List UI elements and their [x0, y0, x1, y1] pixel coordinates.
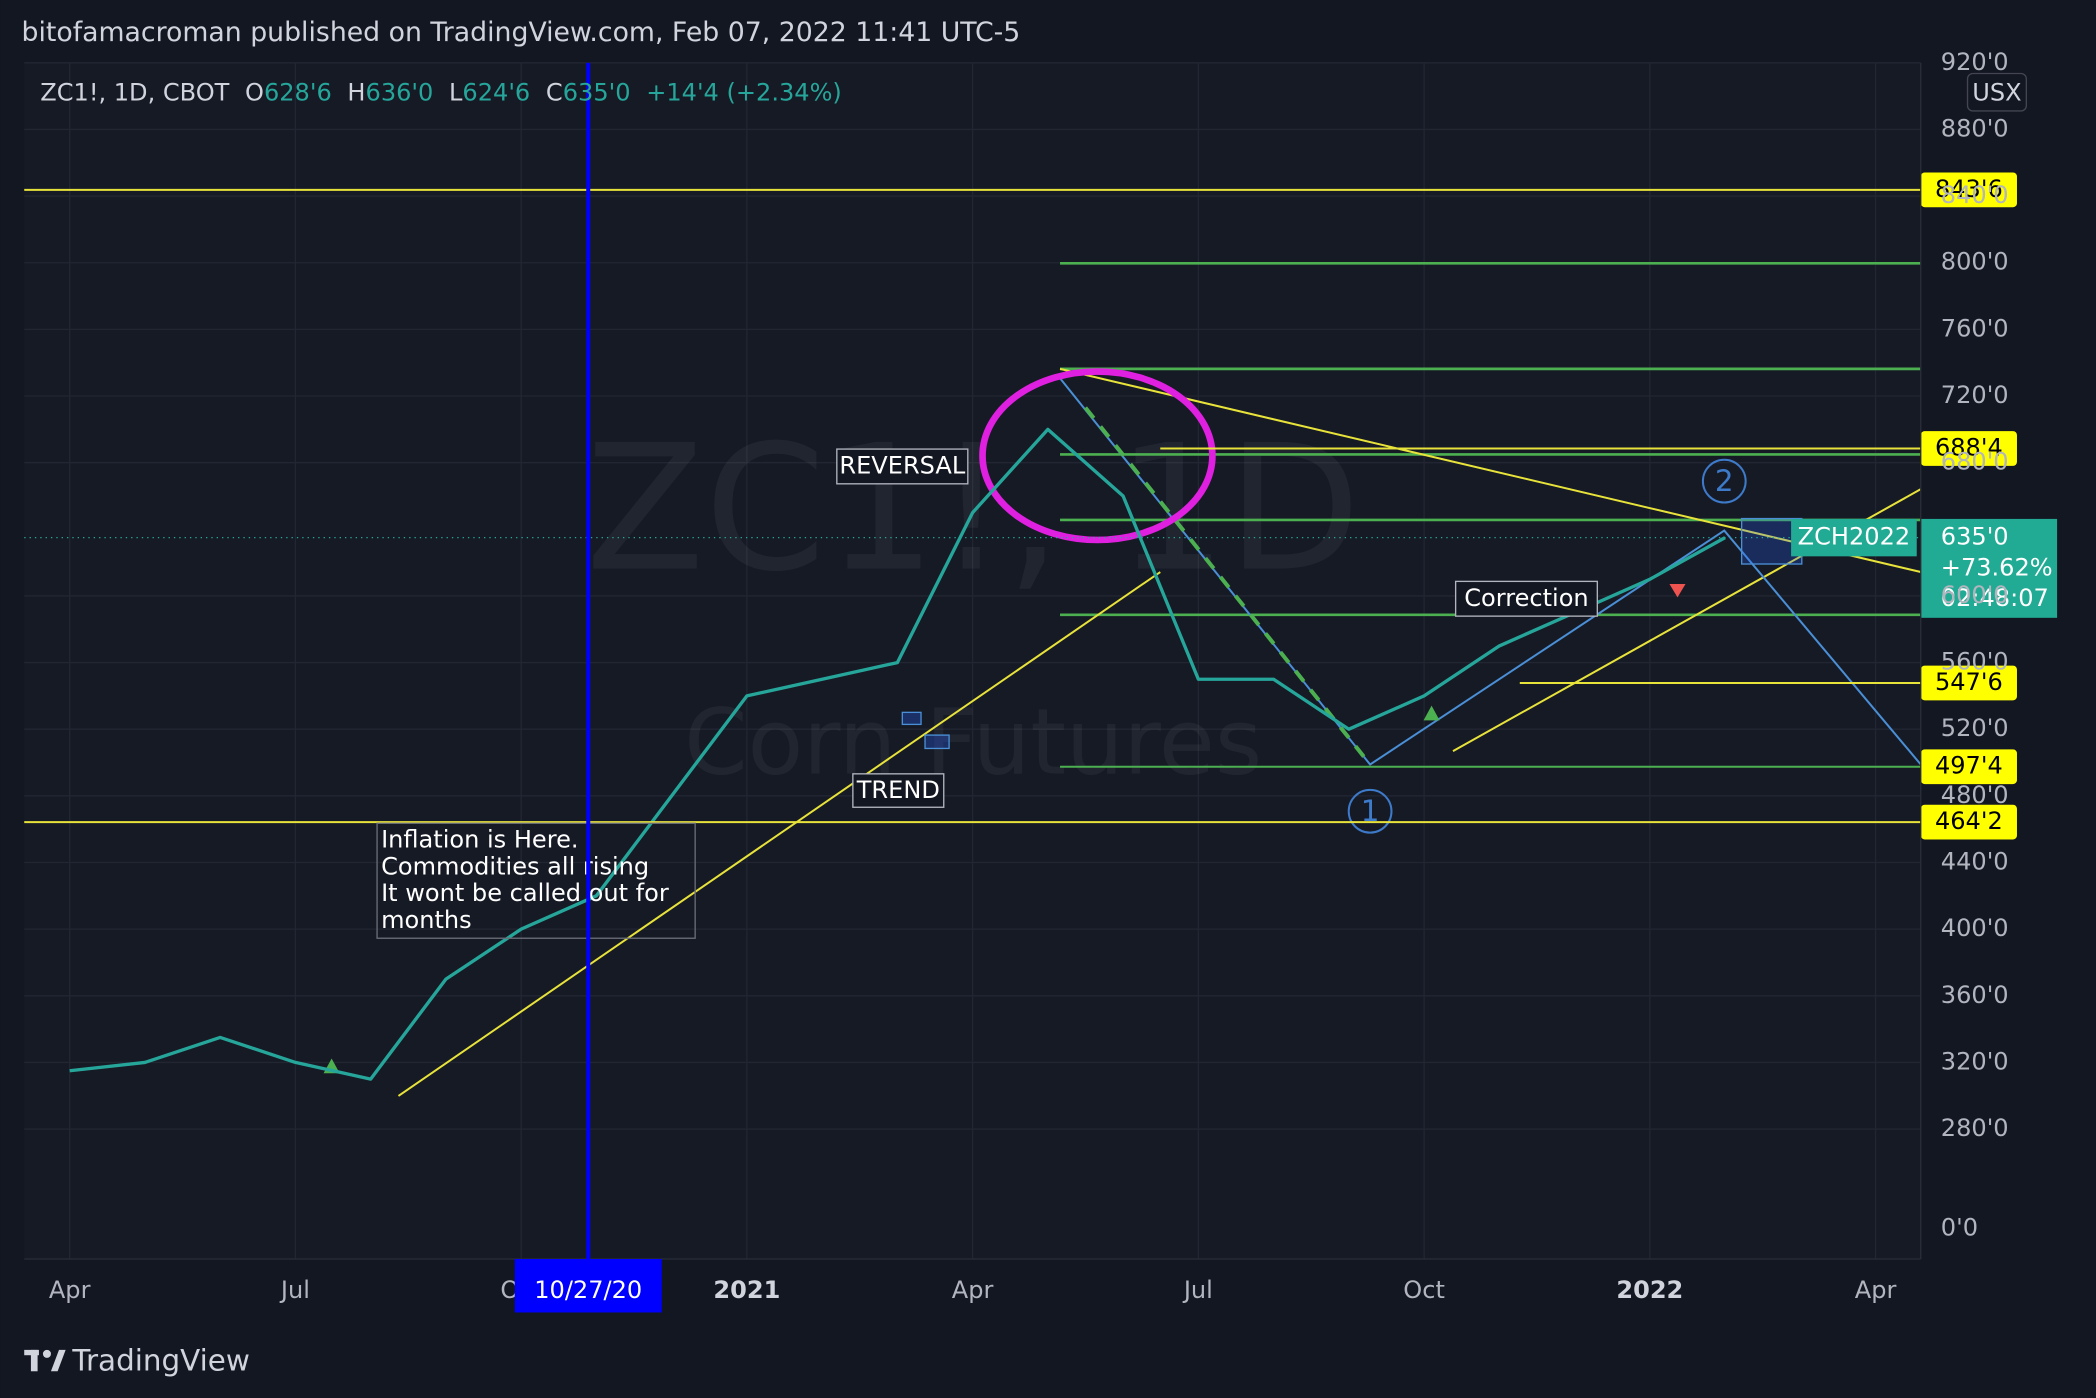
signal-down	[1669, 584, 1686, 598]
last-price-change: +73.62%	[1941, 553, 2053, 581]
legend-key: O	[245, 79, 264, 107]
price-line	[69, 427, 1726, 1081]
highlight-ellipse	[979, 368, 1216, 544]
wave-line	[1059, 377, 1922, 766]
legend-change: +14'4 (+2.34%)	[646, 79, 842, 107]
y-tick-label: 760'0	[1941, 314, 2009, 342]
x-tick-label: Jul	[1182, 1276, 1213, 1304]
marker-box	[924, 734, 950, 750]
level-label: 464'2	[1935, 807, 2003, 835]
y-tick-label: 320'0	[1941, 1047, 2009, 1075]
y-tick-label: 360'0	[1941, 981, 2009, 1009]
y-tick-label: 720'0	[1941, 381, 2009, 409]
note-box	[376, 822, 696, 939]
legend-value: 624'6	[462, 79, 530, 107]
x-tick-label: Jul	[279, 1276, 310, 1304]
footer-brand: TradingView	[71, 1343, 250, 1377]
level-label: 497'4	[1935, 752, 2003, 780]
last-price-label: 635'0	[1941, 523, 2009, 551]
levels: 843'6 688'4 547'6 497'4 464'2 ZCH2022 635'0+73…	[24, 172, 2058, 840]
legend-value: 628'6	[264, 79, 332, 107]
y-tick-label: 920'0	[1941, 48, 2009, 76]
y-tick-label: 680'0	[1941, 448, 2009, 476]
legend-key: H	[347, 79, 365, 107]
trend-line	[1059, 367, 1921, 574]
y-tick-label: 480'0	[1941, 781, 2009, 809]
legend-key: L	[449, 79, 463, 107]
axis-labels: 920'0 880'0 840'0 800'0 760'0 720'0 680'0 600'0…	[49, 48, 2009, 1304]
x-tick-label: Apr	[952, 1276, 994, 1304]
y-tick-label: 840'0	[1941, 181, 2009, 209]
x-tick-label: Apr	[49, 1276, 91, 1304]
watermark-description: Corn Futures	[684, 690, 1262, 795]
level-label: 688'4	[1935, 433, 2003, 461]
x-tick-label: 2022	[1616, 1276, 1683, 1304]
date-marker-box	[514, 1259, 662, 1313]
dashed-line	[1083, 406, 1372, 766]
x-tick-label: 2021	[713, 1276, 780, 1304]
note-line: It wont be called out for	[381, 879, 669, 907]
y-tick-label: 560'0	[1941, 648, 2009, 676]
level-label-box	[1920, 804, 2017, 840]
legend-value: 636'0	[366, 79, 434, 107]
logo-shape	[30, 1349, 38, 1372]
grid	[24, 62, 1921, 1260]
logo-shape	[42, 1349, 51, 1358]
x-tick-label: Apr	[1855, 1276, 1897, 1304]
currency: USX	[1972, 79, 2021, 107]
wave-circle	[1701, 458, 1747, 504]
annotation: REVERSAL	[839, 451, 965, 479]
annotations: REVERSAL TREND Correction Inflation is H…	[376, 448, 1734, 939]
annotation: TREND	[856, 776, 940, 804]
last-price-box	[1920, 518, 2058, 618]
series	[69, 427, 1726, 1081]
x-tick-label: Oct	[1403, 1276, 1445, 1304]
wave-label: 2	[1715, 464, 1734, 498]
wave-circle	[1347, 788, 1393, 834]
legend-symbol: ZC1!, 1D, CBOT	[40, 79, 229, 107]
legend-key: C	[546, 79, 563, 107]
y-tick-label: 0'0	[1941, 1213, 1978, 1241]
currency-box	[1966, 72, 2028, 112]
level-label: 843'6	[1935, 175, 2003, 203]
note-line: Commodities all rising	[381, 852, 649, 880]
wave-label: 1	[1361, 794, 1380, 828]
level-label-box	[1920, 665, 2017, 701]
y-tick-label: 520'0	[1941, 714, 2009, 742]
y-tick-label: 400'0	[1941, 914, 2009, 942]
y-tick-label: 280'0	[1941, 1114, 2009, 1142]
symbol-box	[1791, 518, 1917, 557]
note-line: Inflation is Here.	[381, 826, 578, 854]
level-label-box	[1920, 431, 2017, 466]
legend: ZC1!, 1D, CBOT O628'6 H636'0 L624'6 C635…	[40, 79, 842, 107]
level-label: 547'6	[1935, 668, 2003, 696]
label-box	[1454, 580, 1598, 617]
trend-line	[397, 571, 1161, 1097]
date-marker-label: 10/27/20	[534, 1276, 642, 1304]
legend-value: 635'0	[563, 79, 631, 107]
publisher-header: bitofamacroman published on TradingView.…	[22, 17, 1021, 48]
symbol-label: ZCH2022	[1798, 523, 1911, 551]
y-tick-label: 600'0	[1941, 581, 2009, 609]
logo	[24, 1349, 66, 1372]
level-label-box	[1920, 749, 2017, 785]
level-label-box	[1920, 172, 2017, 208]
signal-up	[1423, 705, 1440, 721]
y-tick-label: 440'0	[1941, 847, 2009, 875]
y-tick-label: 800'0	[1941, 248, 2009, 276]
label-box	[836, 448, 969, 485]
note-line: months	[381, 906, 472, 934]
annotation: Correction	[1464, 584, 1588, 612]
last-price-countdown: 02:48:07	[1941, 584, 2049, 612]
logo-shape	[50, 1349, 66, 1372]
watermark-symbol: ZC1!, 1D	[586, 408, 1361, 610]
y-tick-label: 880'0	[1941, 114, 2009, 142]
marker-box	[901, 711, 922, 726]
label-box	[852, 773, 945, 808]
